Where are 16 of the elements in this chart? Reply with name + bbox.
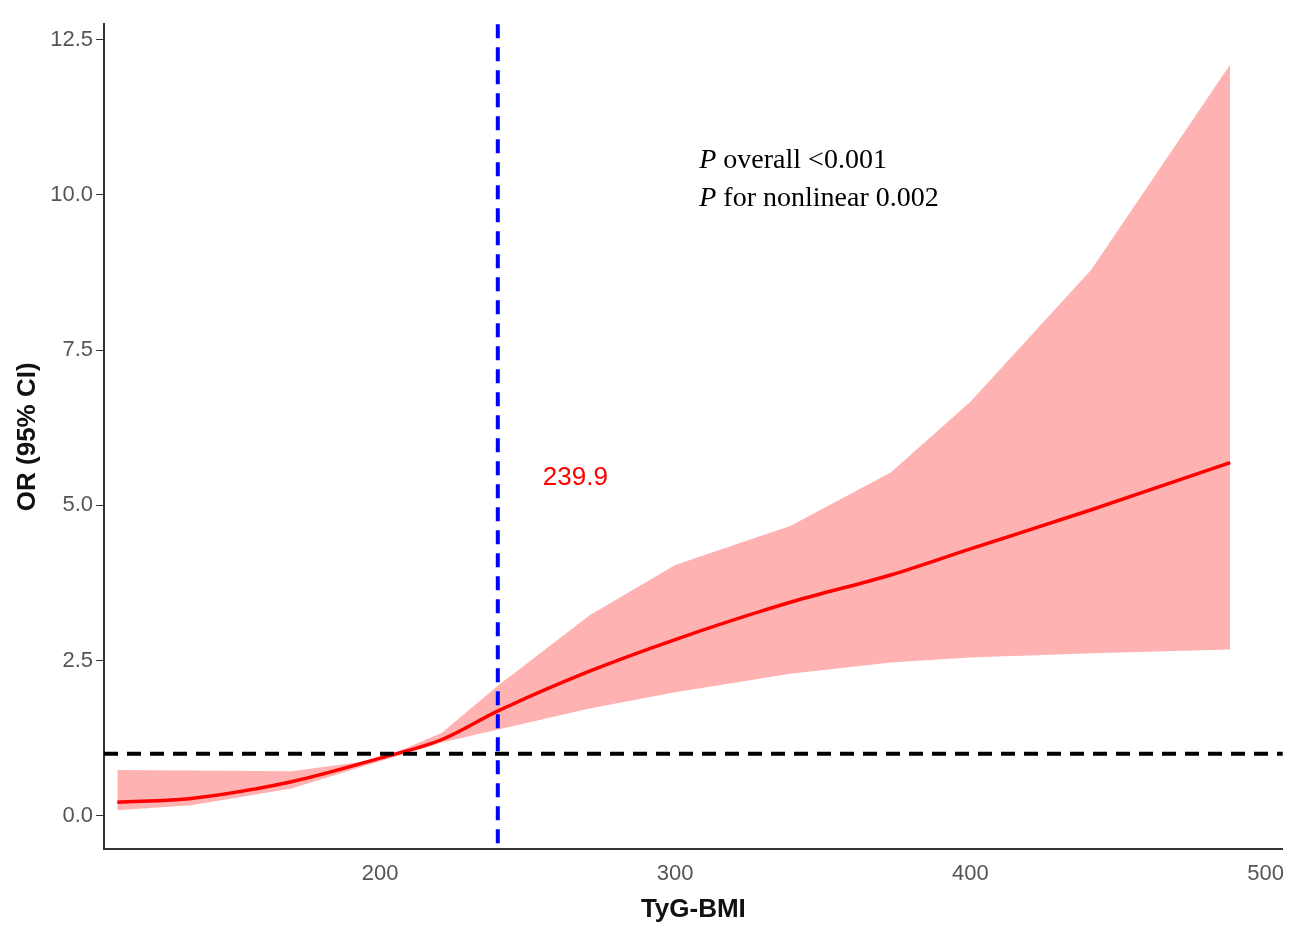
ref-line-label: 239.9 bbox=[542, 461, 608, 492]
y-tick-label: 5.0 bbox=[62, 491, 94, 517]
x-tick-label: 400 bbox=[952, 859, 989, 885]
y-tick-label: 12.5 bbox=[50, 25, 94, 51]
y-axis-title: OR (95% CI) bbox=[10, 362, 41, 512]
y-tick-label: 2.5 bbox=[62, 646, 94, 672]
y-tick-label: 7.5 bbox=[62, 336, 94, 362]
x-tick-label: 500 bbox=[1247, 859, 1284, 885]
annotation: P overall <0.001 bbox=[698, 142, 887, 174]
x-tick-label: 300 bbox=[656, 859, 694, 885]
line-series bbox=[115, 460, 1232, 804]
annotation: P for nonlinear 0.002 bbox=[698, 180, 939, 212]
x-tick-label: 200 bbox=[361, 859, 399, 885]
y-tick-label: 0.0 bbox=[62, 801, 94, 827]
y-tick-label: 10.0 bbox=[50, 181, 94, 207]
x-axis-title: TyG-BMI bbox=[640, 892, 746, 923]
